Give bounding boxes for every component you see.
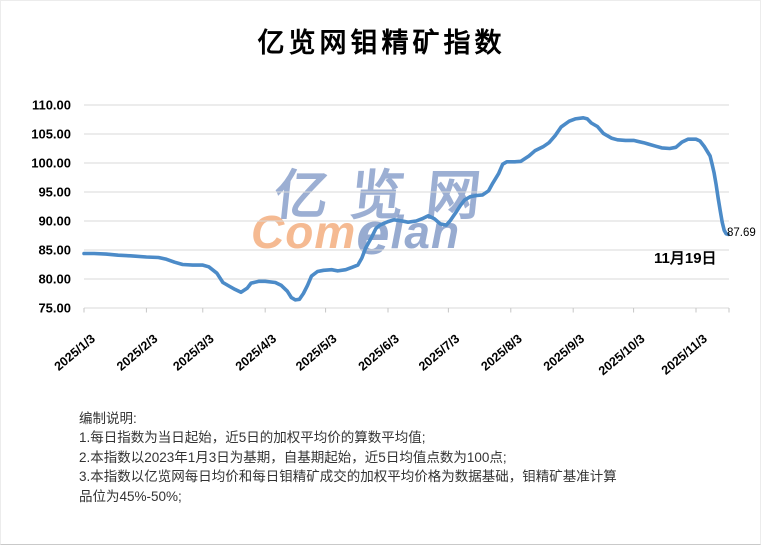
y-axis-tick-label: 75.00 (38, 301, 71, 316)
y-axis-tick-label: 110.00 (32, 98, 71, 113)
x-axis-tick-label: 2025/9/3 (541, 332, 587, 374)
notes-line: 1.每日指数为当日起始，近5日的加权平均价的算数平均值; (79, 430, 426, 446)
x-axis-tick-label: 2025/6/3 (356, 332, 402, 374)
x-axis-tick-label: 2025/5/3 (293, 332, 339, 374)
y-axis-tick-label: 105.00 (31, 127, 71, 142)
last-point-date-label: 11月19日 (654, 250, 717, 267)
y-axis-tick-label: 85.00 (38, 243, 71, 258)
x-axis-tick-label: 2025/8/3 (478, 332, 524, 374)
y-axis-tick-label: 80.00 (38, 272, 71, 287)
notes-line: 2.本指数以2023年1月3日为基期，自基期起始，近5日均值点数为100点; (79, 449, 507, 465)
x-axis-tick-label: 2025/4/3 (233, 332, 279, 374)
y-axis-tick-label: 90.00 (38, 214, 71, 229)
index-line-series (82, 116, 731, 302)
x-axis-tick-label: 2025/2/3 (114, 332, 160, 374)
x-axis-tick-label: 2025/1/3 (52, 332, 98, 374)
notes-line: 3.本指数以亿览网每日均价和每日钼精矿成交的加权平均价格为数据基础，钼精矿基准计… (79, 469, 617, 485)
x-axis-tick-label: 2025/11/3 (659, 332, 710, 378)
x-axis-tick-label: 2025/10/3 (596, 332, 648, 379)
notes-line: 品位为45%-50%; (79, 488, 182, 504)
y-axis-tick-label: 100.00 (31, 156, 71, 171)
line-chart: 110.00 105.00 100.00 95.00 90.00 85.00 80.00 75… (31, 98, 731, 379)
page-title: 亿览网钼精矿指数 (257, 28, 506, 58)
notes-line: 编制说明: (79, 411, 137, 426)
x-axis-tick-label: 2025/7/3 (416, 332, 462, 374)
last-point-value-label: 87.69 (727, 227, 756, 239)
x-axis-tick-label: 2025/3/3 (170, 332, 216, 374)
compilation-notes: 编制说明: 1.每日指数为当日起始，近5日的加权平均价的算数平均值; 2.本指数… (79, 409, 704, 506)
y-axis-tick-label: 95.00 (38, 185, 71, 200)
